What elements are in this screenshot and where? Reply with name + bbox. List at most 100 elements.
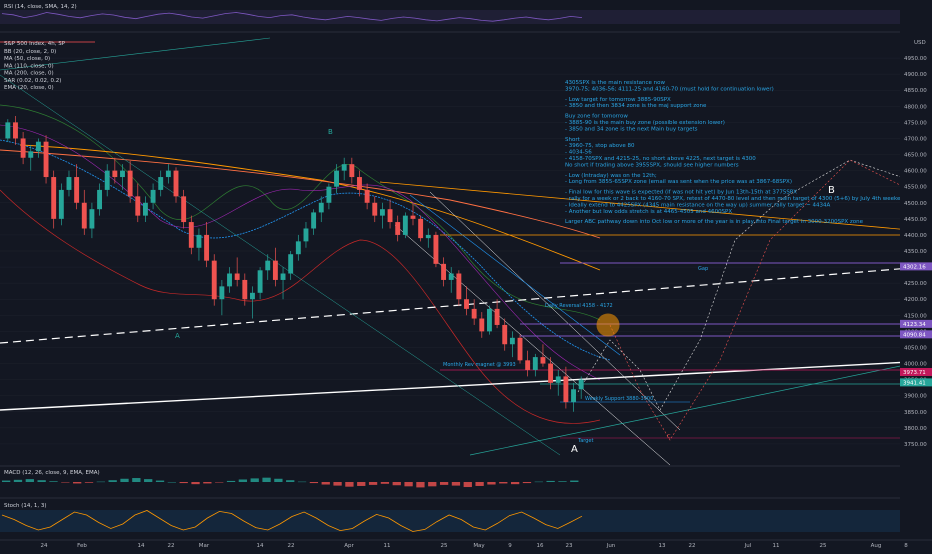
price-tick-label: 4450.00: [904, 217, 927, 223]
candle-body: [250, 292, 255, 300]
macd-bar: [321, 482, 330, 485]
macd-bar: [333, 482, 342, 486]
projection-path-red: [609, 159, 911, 441]
candle-body: [142, 202, 148, 216]
macd-bar: [120, 478, 129, 482]
macd-bar: [61, 482, 70, 483]
time-tick-label: 11: [773, 543, 780, 549]
candle-body: [517, 337, 523, 361]
indicator-legend-item: BB (20, close, 2, 0): [4, 49, 56, 55]
candle-body: [418, 218, 424, 239]
blue-trend-line: [409, 194, 621, 356]
macd-bar: [73, 482, 82, 484]
time-axis[interactable]: 24 Feb 14 22 Mar 14 22 Apr 11 25 May 9 16 23 Jun 13 22 Ju…: [41, 543, 909, 549]
macd-bar: [155, 480, 165, 482]
candle-body: [502, 324, 508, 345]
candle-body: [288, 254, 294, 274]
candle-body: [410, 215, 416, 219]
candle-body: [66, 177, 72, 190]
candle-body: [456, 273, 462, 300]
wave-label-a-2: A: [571, 444, 578, 455]
bb-upper-line: [0, 104, 601, 321]
candles: [5, 115, 584, 412]
macd-bar: [546, 480, 555, 482]
macd-bar: [49, 481, 58, 482]
price-badges: 4302.16 4123.34 4090.84 3973.71 3941.41: [900, 262, 932, 387]
macd-bar: [357, 482, 366, 486]
indicator-legend-item: MA (110, close, 0): [4, 63, 54, 69]
time-tick-label: Feb: [77, 543, 87, 549]
candle-body: [265, 260, 271, 271]
macd-bar: [238, 479, 248, 482]
time-tick-label: 23: [566, 543, 573, 549]
lower-channel-line: [394, 224, 671, 466]
time-tick-label: 25: [441, 543, 448, 549]
price-axis[interactable]: 4950.00 4900.00 4850.00 4800.00 4750.00 4700.…: [904, 56, 927, 448]
candle-body: [135, 196, 141, 216]
price-tick-label: 4850.00: [904, 88, 927, 94]
macd-bar: [2, 480, 11, 482]
candle-body: [13, 122, 18, 139]
candle-body: [234, 273, 240, 280]
time-tick-label: 13: [659, 543, 666, 549]
price-badge-label: 4123.34: [903, 322, 926, 328]
macd-bar: [380, 482, 390, 484]
candle-body: [295, 241, 301, 255]
price-tick-label: 4350.00: [904, 249, 927, 255]
analysis-note-line: Larger ABC pathway down into Oct low or …: [565, 219, 864, 225]
candle-body: [311, 212, 317, 229]
macd-bar: [262, 477, 271, 482]
time-tick-label: 9: [508, 543, 512, 549]
price-pane[interactable]: A B A B C Monthly Rev magnet @ 3993 Dail…: [0, 37, 911, 466]
price-tick-label: 4950.00: [904, 56, 927, 62]
candle-body: [357, 177, 362, 190]
price-tick-label: 3750.00: [904, 442, 927, 448]
macd-bar: [274, 478, 283, 482]
candle-body: [165, 170, 171, 178]
analysis-note-line: - Low (Intraday) was on the 12th;: [565, 173, 657, 179]
macd-bar: [439, 482, 449, 485]
price-tick-label: 4700.00: [904, 136, 927, 142]
price-badge: [900, 330, 932, 339]
macd-bar: [309, 482, 319, 484]
macd-bar: [345, 482, 354, 487]
time-tick-label: 8: [904, 543, 908, 549]
candle-body: [158, 177, 164, 190]
macd-bar: [297, 481, 307, 483]
analysis-note-line: - Long from 3855-65SPX zone (email was s…: [565, 179, 792, 185]
macd-bar: [522, 482, 532, 484]
price-badge-label: 3973.71: [903, 370, 926, 376]
time-tick-label: Jul: [744, 543, 752, 549]
candle-body: [97, 189, 103, 210]
wave-label-a-1: A: [175, 332, 180, 340]
teal-rising-line: [469, 363, 911, 456]
time-tick-label: 24: [41, 543, 48, 549]
candle-body: [326, 186, 332, 203]
price-tick-label: 3900.00: [904, 394, 927, 400]
candle-body: [181, 196, 187, 223]
price-badge: [900, 378, 932, 387]
stoch-line: [1, 510, 583, 532]
candle-body: [571, 389, 576, 403]
candle-body: [5, 122, 11, 139]
candle-body: [127, 170, 133, 197]
stoch-band: [0, 510, 900, 532]
price-badge: [900, 319, 932, 328]
price-tick-label: 4800.00: [904, 104, 927, 110]
candle-body: [448, 273, 454, 280]
macd-bar: [451, 482, 461, 486]
macd-bar: [404, 482, 413, 487]
candle-body: [334, 170, 339, 187]
candle-body: [563, 376, 569, 403]
candle-body: [486, 308, 492, 332]
price-tick-label: 4500.00: [904, 201, 927, 207]
price-tick-label: 4150.00: [904, 313, 927, 319]
analysis-note-line: - Another but low odds stretch is at 446…: [565, 209, 732, 215]
teal-falling-line: [0, 74, 561, 456]
time-tick-label: Apr: [344, 543, 354, 549]
macd-label: MACD (12, 26, close, 9, EMA, EMA): [4, 470, 100, 476]
candle-body: [28, 151, 34, 158]
time-tick-label: 11: [384, 543, 391, 549]
